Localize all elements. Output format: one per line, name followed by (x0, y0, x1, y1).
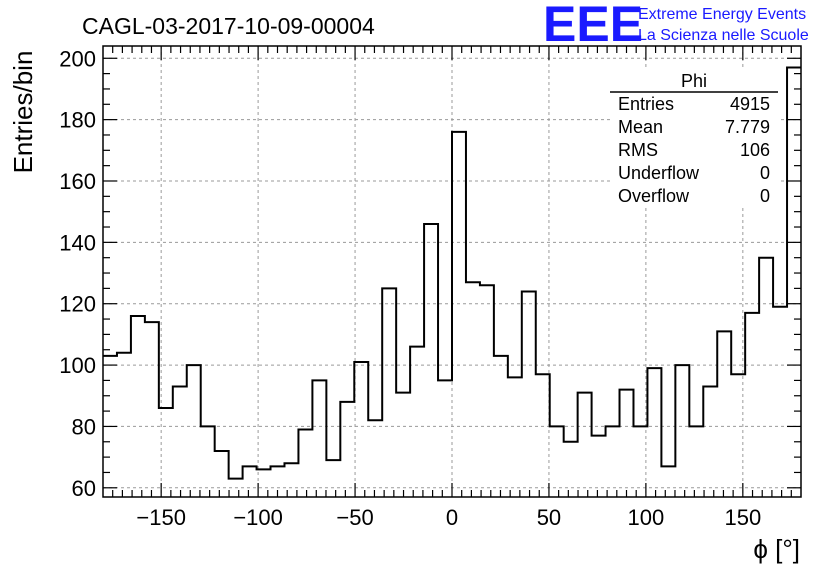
histogram-bin (717, 331, 731, 497)
histogram-bin (312, 380, 326, 497)
stats-row-value: 4915 (730, 94, 770, 114)
histogram-bin (731, 374, 745, 497)
histogram-bin (326, 460, 340, 497)
eee-logo-mark: EEE (543, 0, 643, 52)
histogram-bin (382, 288, 396, 497)
histogram-bin (438, 380, 452, 497)
histogram-bin (661, 466, 675, 497)
histogram-bin (424, 224, 438, 497)
histogram-bin (201, 426, 215, 497)
eee-logo: EEE Extreme Energy Events La Scienza nel… (543, 0, 809, 52)
chart-title: CAGL-03-2017-10-09-00004 (82, 13, 375, 39)
y-tick-label: 120 (59, 292, 96, 317)
y-tick-label: 160 (59, 169, 96, 194)
y-axis-title: Entries/bin (8, 51, 38, 174)
histogram-bin (550, 426, 564, 497)
histogram-bin (480, 285, 494, 497)
x-tick-label: −150 (136, 505, 186, 530)
histogram-bin (410, 347, 424, 497)
histogram-bin (452, 132, 466, 497)
stats-row-value: 7.779 (725, 117, 770, 137)
y-tick-label: 180 (59, 108, 96, 133)
histogram-bin (131, 316, 145, 497)
x-axis-title: ϕ [°] (753, 534, 800, 564)
stats-row-value: 106 (740, 140, 770, 160)
y-tick-labels: 60 80 100 120 140 160 180 200 (59, 46, 96, 501)
histogram-bin (745, 313, 759, 497)
stats-row-label: Mean (618, 117, 663, 137)
histogram-bin (243, 466, 257, 497)
histogram-bin (522, 291, 536, 497)
x-tick-label: −50 (336, 505, 373, 530)
y-tick-label: 60 (72, 476, 96, 501)
x-tick-label: 0 (446, 505, 458, 530)
histogram-bin (773, 307, 787, 497)
histogram-bin (675, 365, 689, 497)
y-tick-label: 200 (59, 46, 96, 71)
y-tick-label: 140 (59, 230, 96, 255)
stats-rows: Entries 4915 Mean 7.779 RMS 106 Underflow 0 Over… (618, 94, 770, 206)
stats-box: Phi Entries 4915 Mean 7.779 RMS 106 Underflow 0… (610, 68, 778, 208)
histogram-bin (117, 353, 131, 497)
histogram-bin (187, 365, 201, 497)
histogram-bin (145, 322, 159, 497)
histogram-bin (298, 430, 312, 497)
x-tick-label: 150 (724, 505, 761, 530)
histogram-bin (340, 402, 354, 497)
histogram-bin (564, 442, 578, 497)
stats-row-value: 0 (760, 186, 770, 206)
histogram-bin (494, 356, 508, 497)
stats-row-label: Underflow (618, 163, 700, 183)
histogram-bin (759, 258, 773, 497)
histogram-bin (592, 436, 606, 497)
histogram-bin (368, 420, 382, 497)
histogram-bin (396, 393, 410, 497)
histogram-bin (173, 387, 187, 497)
stats-row-label: Entries (618, 94, 674, 114)
histogram-bin (536, 374, 550, 497)
stats-row-label: RMS (618, 140, 658, 160)
axis-ticks (103, 46, 801, 497)
histogram-bin (689, 426, 703, 497)
histogram-bin (606, 426, 620, 497)
histogram-bin (647, 368, 661, 497)
histogram-bin (787, 67, 801, 497)
histogram-bin (215, 451, 229, 497)
eee-logo-line2: La Scienza nelle Scuole (638, 27, 809, 44)
stats-box-title: Phi (681, 71, 707, 91)
x-tick-label: 50 (537, 505, 561, 530)
x-tick-label: 100 (628, 505, 665, 530)
histogram-outline (103, 66, 801, 480)
eee-logo-line1: Extreme Energy Events (638, 6, 806, 23)
histogram-bin (229, 479, 243, 497)
histogram-bin (578, 393, 592, 497)
stats-row-value: 0 (760, 163, 770, 183)
stats-row-label: Overflow (618, 186, 690, 206)
histogram-bin (703, 387, 717, 497)
y-tick-label: 100 (59, 353, 96, 378)
x-tick-labels: −150 −100 −50 0 50 100 150 (136, 505, 761, 530)
histogram-bin (466, 282, 480, 497)
histogram-bin (620, 390, 634, 497)
x-tick-label: −100 (233, 505, 283, 530)
histogram-bin (508, 377, 522, 497)
y-tick-label: 80 (72, 414, 96, 439)
histogram-bin (354, 362, 368, 497)
